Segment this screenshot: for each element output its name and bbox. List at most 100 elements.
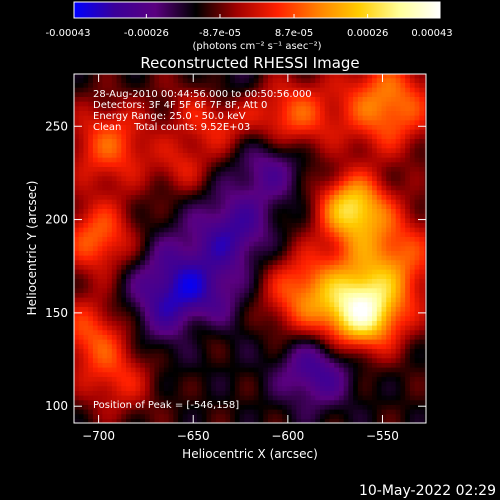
heatmap-cell: [372, 311, 378, 317]
heatmap-cell: [182, 199, 189, 205]
heatmap-cell: [92, 185, 99, 191]
heatmap-cell: [329, 217, 335, 223]
heatmap-cell: [97, 362, 103, 368]
heatmap-cell: [263, 315, 269, 321]
heatmap-cell: [249, 320, 255, 326]
heatmap-cell: [83, 231, 89, 237]
heatmap-cell: [168, 110, 174, 116]
heatmap-cell: [220, 175, 226, 181]
heatmap-cell: [291, 208, 297, 214]
heatmap-cell: [83, 413, 89, 419]
heatmap-cell: [178, 87, 184, 93]
heatmap-cell: [220, 306, 226, 312]
heatmap-cell: [320, 325, 326, 331]
heatmap-cell: [140, 353, 146, 359]
heatmap-cell: [329, 241, 335, 247]
heatmap-cell: [187, 115, 193, 121]
heatmap-cell: [225, 231, 231, 237]
heatmap-cell: [168, 119, 174, 125]
heatmap-cell: [97, 208, 103, 214]
heatmap-cell: [154, 278, 160, 284]
heatmap-cell: [286, 91, 293, 97]
heatmap-cell: [178, 329, 184, 335]
heatmap-cell: [220, 362, 226, 368]
heatmap-cell: [381, 124, 387, 130]
heatmap-cell: [249, 138, 255, 144]
heatmap-cell: [102, 357, 108, 363]
heatmap-cell: [305, 222, 312, 228]
heatmap-cell: [74, 245, 80, 251]
heatmap-cell: [197, 77, 203, 83]
heatmap-cell: [301, 194, 307, 200]
heatmap-cell: [130, 413, 137, 419]
heatmap-cell: [239, 74, 245, 79]
heatmap-cell: [154, 222, 160, 228]
heatmap-cell: [206, 413, 212, 419]
heatmap-cell: [111, 255, 118, 261]
heatmap-cell: [192, 110, 198, 116]
heatmap-cell: [272, 273, 279, 279]
heatmap-cell: [78, 157, 85, 163]
heatmap-cell: [338, 339, 345, 345]
heatmap-cell: [168, 259, 174, 265]
heatmap-cell: [310, 143, 316, 149]
heatmap-cell: [225, 115, 231, 121]
heatmap-cell: [116, 105, 122, 111]
heatmap-cell: [97, 292, 103, 298]
heatmap-cell: [215, 385, 222, 391]
heatmap-cell: [376, 129, 383, 135]
heatmap-cell: [244, 371, 250, 377]
heatmap-cell: [320, 315, 326, 321]
heatmap-cell: [334, 404, 340, 410]
heatmap-cell: [291, 222, 297, 228]
heatmap-cell: [102, 208, 108, 214]
heatmap-cell: [83, 259, 89, 265]
heatmap-cell: [239, 404, 245, 410]
heatmap-cell: [324, 208, 331, 214]
heatmap-cell: [201, 147, 208, 153]
heatmap-cell: [244, 101, 250, 107]
heatmap-cell: [296, 236, 302, 242]
heatmap-cell: [173, 171, 179, 177]
heatmap-cell: [116, 348, 122, 354]
heatmap-cell: [111, 91, 118, 97]
heatmap-cell: [301, 119, 307, 125]
heatmap-cell: [154, 381, 160, 387]
heatmap-cell: [381, 194, 387, 200]
heatmap-cell: [211, 395, 217, 401]
heatmap-cell: [386, 292, 392, 298]
heatmap-cell: [338, 278, 345, 284]
heatmap-cell: [291, 194, 297, 200]
heatmap-cell: [301, 395, 307, 401]
heatmap-cell: [163, 259, 170, 265]
heatmap-cell: [102, 273, 108, 279]
heatmap-cell: [343, 329, 350, 335]
heatmap-cell: [211, 390, 217, 396]
heatmap-cell: [92, 227, 99, 233]
heatmap-cell: [367, 119, 373, 125]
heatmap-cell: [149, 194, 156, 200]
heatmap-cell: [74, 329, 80, 335]
heatmap-cell: [74, 371, 80, 377]
heatmap-cell: [197, 418, 203, 423]
heatmap-cell: [230, 339, 236, 345]
heatmap-cell: [296, 329, 302, 335]
heatmap-cell: [88, 278, 94, 284]
heatmap-cell: [182, 143, 189, 149]
heatmap-cell: [215, 371, 222, 377]
heatmap-cell: [102, 138, 108, 144]
heatmap-cell: [182, 371, 189, 377]
heatmap-cell: [182, 409, 189, 415]
heatmap-cell: [168, 404, 174, 410]
heatmap-cell: [225, 217, 231, 223]
heatmap-cell: [372, 278, 378, 284]
heatmap-cell: [140, 413, 146, 419]
heatmap-cell: [116, 143, 122, 149]
heatmap-cell: [154, 115, 160, 121]
heatmap-cell: [310, 278, 316, 284]
heatmap-cell: [301, 217, 307, 223]
heatmap-cell: [130, 329, 137, 335]
heatmap-cell: [201, 133, 208, 139]
heatmap-cell: [92, 82, 99, 88]
heatmap-cell: [258, 255, 264, 261]
